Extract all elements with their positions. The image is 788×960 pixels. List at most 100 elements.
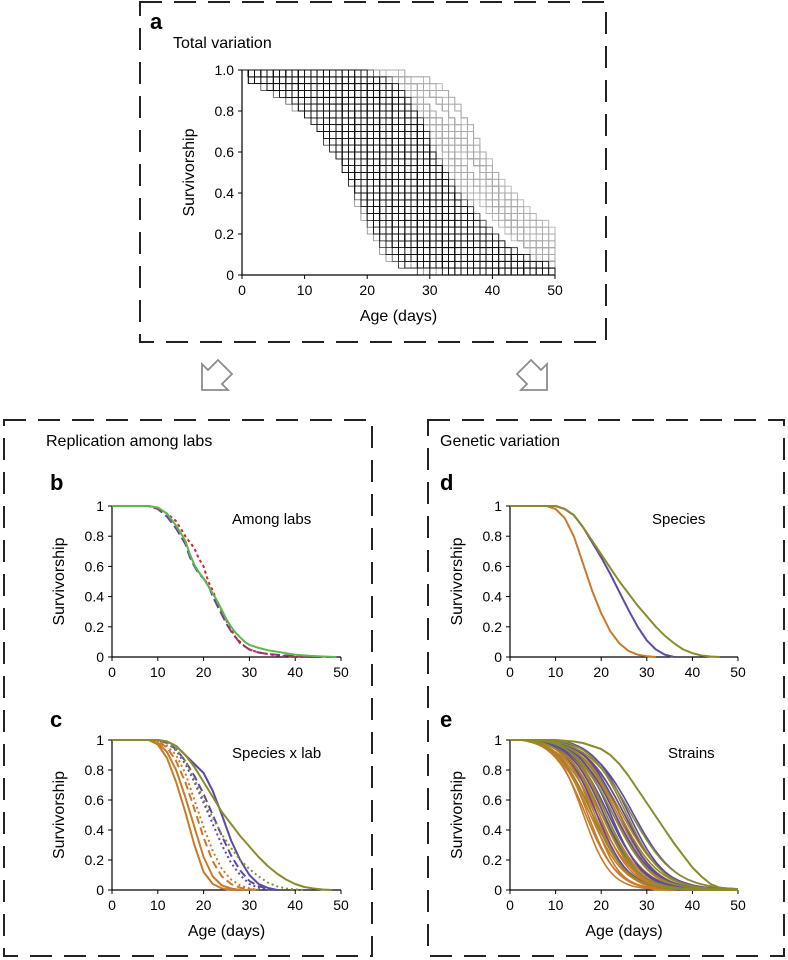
panel-letter: d — [440, 470, 453, 495]
y-tick-label: 0.2 — [483, 619, 503, 635]
survival-curve-dense — [242, 69, 556, 275]
y-tick-label: 0.8 — [483, 528, 503, 544]
panel-inner-title: Among labs — [232, 511, 311, 528]
survival-curve-dense — [242, 69, 555, 276]
y-tick-label: 0.6 — [483, 792, 503, 808]
y-tick-label: 0.2 — [85, 852, 105, 868]
x-tick-label: 20 — [593, 897, 609, 913]
series-line — [112, 739, 241, 891]
left-group-box — [3, 419, 373, 957]
y-tick-label: 0.6 — [215, 144, 235, 160]
y-tick-label: 0 — [494, 882, 502, 898]
y-tick-label: 1 — [494, 732, 502, 748]
y-axis-title: Survivorship — [449, 771, 466, 859]
series-line — [112, 739, 278, 891]
series-line — [112, 739, 277, 891]
y-tick-label: 1.0 — [215, 62, 235, 78]
series-line — [510, 505, 720, 658]
survival-curve-dense — [242, 69, 555, 276]
series-line — [112, 505, 323, 658]
y-axis-title: Survivorship — [181, 128, 198, 216]
right-group-box — [427, 419, 785, 957]
series-line — [510, 505, 656, 658]
panel-inner-title: Species — [652, 511, 705, 528]
left-group-title: Replication among labs — [46, 433, 212, 450]
y-tick-label: 0.6 — [85, 792, 105, 808]
x-tick-label: 10 — [297, 282, 313, 298]
x-tick-label: 20 — [196, 897, 212, 913]
x-tick-label: 40 — [485, 282, 501, 298]
x-tick-label: 10 — [150, 897, 166, 913]
x-tick-label: 0 — [108, 897, 116, 913]
x-tick-label: 50 — [333, 664, 349, 680]
strain-curve — [510, 739, 738, 891]
y-tick-label: 0.2 — [85, 619, 105, 635]
y-tick-label: 1 — [96, 732, 104, 748]
x-tick-label: 30 — [242, 664, 258, 680]
x-tick-label: 40 — [685, 897, 701, 913]
y-tick-label: 0 — [96, 649, 104, 665]
y-tick-label: 0.4 — [483, 589, 503, 605]
x-tick-label: 20 — [196, 664, 212, 680]
x-tick-label: 10 — [150, 664, 166, 680]
y-tick-label: 0.8 — [85, 528, 105, 544]
y-tick-label: 0.8 — [215, 103, 235, 119]
x-tick-label: 40 — [287, 897, 303, 913]
chart-panel-b: 0 10 20 30 40 50 0 0.2 0.4 0.6 0.8 1 Survivorship b Am… — [50, 470, 349, 680]
x-tick-label: 50 — [730, 664, 746, 680]
x-tick-label: 40 — [685, 664, 701, 680]
x-tick-label: 0 — [506, 664, 514, 680]
panel-inner-title: Strains — [668, 745, 715, 762]
series-line — [112, 505, 337, 658]
series-line — [112, 739, 305, 891]
y-axis-title: Survivorship — [51, 537, 68, 625]
y-tick-label: 0.6 — [85, 558, 105, 574]
x-tick-label: 0 — [506, 897, 514, 913]
y-tick-label: 1 — [494, 498, 502, 514]
x-axis-title: Age (days) — [585, 923, 662, 940]
y-tick-label: 0.4 — [85, 589, 105, 605]
x-tick-label: 20 — [593, 664, 609, 680]
x-tick-label: 0 — [108, 664, 116, 680]
series-line — [112, 739, 332, 891]
panel-letter: c — [50, 707, 62, 732]
x-tick-label: 50 — [333, 897, 349, 913]
y-axis-title: Survivorship — [51, 771, 68, 859]
y-tick-label: 0.2 — [215, 226, 235, 242]
x-tick-label: 40 — [287, 664, 303, 680]
x-axis-title: Age (days) — [188, 923, 265, 940]
series-line — [112, 739, 259, 891]
y-tick-label: 0.6 — [483, 558, 503, 574]
x-tick-label: 50 — [730, 897, 746, 913]
x-tick-label: 50 — [547, 282, 563, 298]
chart-panel-e: 0 10 20 30 40 50 0 0.2 0.4 0.6 0.8 1 Survivorship Age… — [440, 707, 746, 940]
chart-panel-a: 0 10 20 30 40 50 0 0.2 0.4 0.6 0.8 1.0 Survivorship A… — [181, 62, 563, 325]
panel-a-box — [139, 1, 607, 343]
y-axis-title: Survivorship — [449, 537, 466, 625]
x-tick-label: 20 — [359, 282, 375, 298]
y-tick-label: 0 — [96, 882, 104, 898]
series-line — [112, 739, 250, 891]
panel-inner-title: Species x lab — [232, 745, 321, 762]
left-down-arrow-icon — [201, 358, 234, 391]
series-line — [510, 739, 730, 891]
y-tick-label: 0.4 — [85, 822, 105, 838]
right-down-arrow-icon — [515, 358, 548, 391]
panel-a-letter: a — [150, 9, 163, 34]
series-line — [112, 505, 332, 658]
x-tick-label: 30 — [242, 897, 258, 913]
x-tick-label: 0 — [238, 282, 246, 298]
survival-curve-dense — [242, 69, 555, 276]
y-tick-label: 0.4 — [483, 822, 503, 838]
panel-letter: b — [50, 470, 63, 495]
panel-a-title: Total variation — [173, 35, 272, 52]
y-tick-label: 0.8 — [483, 762, 503, 778]
y-tick-label: 0.4 — [215, 185, 235, 201]
chart-panel-c: 0 10 20 30 40 50 0 0.2 0.4 0.6 0.8 1 Survivorship Age… — [50, 707, 349, 940]
x-tick-label: 30 — [639, 664, 655, 680]
y-tick-label: 0 — [494, 649, 502, 665]
y-tick-label: 1 — [96, 498, 104, 514]
series-line — [112, 739, 259, 891]
y-tick-label: 0.8 — [85, 762, 105, 778]
